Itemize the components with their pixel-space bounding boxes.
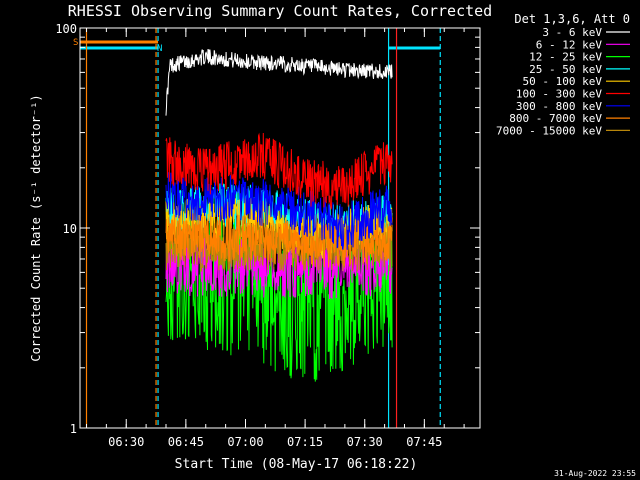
y-axis-ticks: 1 10 100 [55, 22, 480, 436]
series-layer [165, 48, 393, 382]
flag-markers: SN [73, 38, 441, 54]
vertical-markers [85, 28, 441, 428]
series-line [165, 172, 393, 250]
x-tick-label: 07:30 [347, 435, 383, 449]
x-axis-ticks: 06:30 06:45 07:00 07:15 07:30 07:45 [85, 28, 465, 449]
y-tick-label: 1 [70, 422, 77, 436]
legend-label: 800 - 7000 keV [509, 112, 602, 125]
y-axis-label: Corrected Count Rate (s⁻¹ detector⁻¹) [29, 94, 43, 361]
series-line [165, 213, 393, 382]
footer-timestamp: 31-Aug-2022 23:55 [554, 469, 636, 478]
legend-label: 100 - 300 keV [516, 88, 602, 101]
legend-label: 50 - 100 keV [523, 75, 603, 88]
chart-title: RHESSI Observing Summary Count Rates, Co… [68, 2, 492, 20]
series-line [165, 132, 393, 210]
y-tick-label: 10 [63, 222, 77, 236]
x-axis-label: Start Time (08-May-17 06:18:22) [175, 457, 418, 472]
x-tick-label: 06:30 [108, 435, 144, 449]
series-line [165, 213, 393, 268]
x-tick-label: 07:00 [227, 435, 263, 449]
legend-title: Det 1,3,6, Att 0 [514, 12, 630, 26]
x-tick-label: 06:45 [168, 435, 204, 449]
legend-label: 12 - 25 keV [529, 51, 602, 64]
legend-label: 300 - 800 keV [516, 100, 602, 113]
x-tick-label: 07:15 [287, 435, 323, 449]
flag-label-n: N [157, 44, 162, 54]
legend-label: 3 - 6 keV [542, 26, 602, 39]
y-tick-label: 100 [55, 22, 77, 36]
series-line [165, 48, 393, 116]
legend-label: 7000 - 15000 keV [496, 124, 602, 137]
legend-label: 6 - 12 keV [536, 38, 603, 51]
x-tick-label: 07:45 [406, 435, 442, 449]
legend-label: 25 - 50 keV [529, 63, 602, 76]
flag-label-s: S [73, 38, 78, 48]
